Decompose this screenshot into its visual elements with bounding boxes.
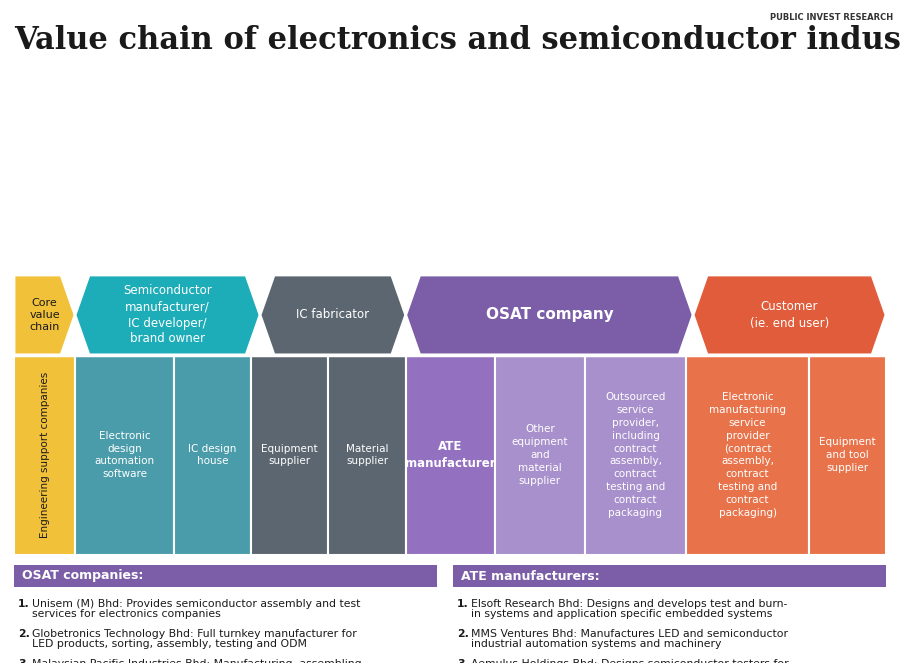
Text: MMS Ventures Bhd: Manufactures LED and semiconductor: MMS Ventures Bhd: Manufactures LED and s… bbox=[471, 629, 788, 639]
Text: Customer
(ie. end user): Customer (ie. end user) bbox=[750, 300, 829, 330]
Text: PUBLIC INVEST RESEARCH: PUBLIC INVEST RESEARCH bbox=[770, 13, 893, 22]
Text: LED products, sorting, assembly, testing and ODM: LED products, sorting, assembly, testing… bbox=[32, 639, 307, 649]
Text: Equipment
supplier: Equipment supplier bbox=[262, 444, 318, 466]
Text: IC design
house: IC design house bbox=[188, 444, 237, 466]
Bar bbox=[406, 355, 495, 555]
Text: Semiconductor
manufacturer/
IC developer/
brand owner: Semiconductor manufacturer/ IC developer… bbox=[123, 284, 212, 345]
Bar bbox=[14, 355, 75, 555]
Bar bbox=[585, 355, 687, 555]
Text: Other
equipment
and
material
supplier: Other equipment and material supplier bbox=[511, 424, 568, 485]
Text: OSAT companies:: OSAT companies: bbox=[22, 570, 143, 583]
Text: Malaysian Pacific Industries Bhd: Manufacturing, assembling,: Malaysian Pacific Industries Bhd: Manufa… bbox=[32, 659, 365, 663]
Text: Unisem (M) Bhd: Provides semiconductor assembly and test: Unisem (M) Bhd: Provides semiconductor a… bbox=[32, 599, 360, 609]
Text: 2.: 2. bbox=[457, 629, 469, 639]
Bar bbox=[453, 565, 886, 587]
Bar bbox=[14, 565, 437, 587]
Bar bbox=[328, 355, 406, 555]
Bar bbox=[251, 355, 328, 555]
Text: 1.: 1. bbox=[457, 599, 469, 609]
Text: industrial automation systems and machinery: industrial automation systems and machin… bbox=[471, 639, 722, 649]
Polygon shape bbox=[75, 275, 260, 355]
Text: 1.: 1. bbox=[18, 599, 30, 609]
Text: IC fabricator: IC fabricator bbox=[296, 308, 369, 322]
Text: Elsoft Research Bhd: Designs and develops test and burn-: Elsoft Research Bhd: Designs and develop… bbox=[471, 599, 788, 609]
Text: Material
supplier: Material supplier bbox=[346, 444, 388, 466]
Text: Outsourced
service
provider,
including
contract
assembly,
contract
testing and
c: Outsourced service provider, including c… bbox=[606, 392, 666, 518]
Text: 3.: 3. bbox=[18, 659, 30, 663]
Text: ATE
manufacturer: ATE manufacturer bbox=[405, 440, 496, 470]
Text: Core
value
chain: Core value chain bbox=[29, 298, 59, 332]
Text: in systems and application specific embedded systems: in systems and application specific embe… bbox=[471, 609, 772, 619]
Text: Engineering support companies: Engineering support companies bbox=[40, 372, 50, 538]
Bar bbox=[495, 355, 585, 555]
Bar bbox=[809, 355, 886, 555]
Bar bbox=[687, 355, 809, 555]
Text: Globetronics Technology Bhd: Full turnkey manufacturer for: Globetronics Technology Bhd: Full turnke… bbox=[32, 629, 356, 639]
Text: Value chain of electronics and semiconductor industry: Value chain of electronics and semicondu… bbox=[14, 25, 900, 56]
Bar bbox=[75, 355, 174, 555]
Text: Aemulus Holdings Bhd: Designs semiconductor testers for: Aemulus Holdings Bhd: Designs semiconduc… bbox=[471, 659, 788, 663]
Text: services for electronics companies: services for electronics companies bbox=[32, 609, 220, 619]
Text: 2.: 2. bbox=[18, 629, 30, 639]
Text: 3.: 3. bbox=[457, 659, 469, 663]
Text: Electronic
design
automation
software: Electronic design automation software bbox=[94, 431, 155, 479]
Text: OSAT company: OSAT company bbox=[485, 308, 613, 322]
Text: ATE manufacturers:: ATE manufacturers: bbox=[461, 570, 599, 583]
Text: Equipment
and tool
supplier: Equipment and tool supplier bbox=[819, 437, 876, 473]
Polygon shape bbox=[260, 275, 406, 355]
Text: Electronic
manufacturing
service
provider
(contract
assembly,
contract
testing a: Electronic manufacturing service provide… bbox=[709, 392, 786, 518]
Polygon shape bbox=[693, 275, 886, 355]
Bar bbox=[174, 355, 251, 555]
Polygon shape bbox=[406, 275, 693, 355]
Polygon shape bbox=[14, 275, 75, 355]
